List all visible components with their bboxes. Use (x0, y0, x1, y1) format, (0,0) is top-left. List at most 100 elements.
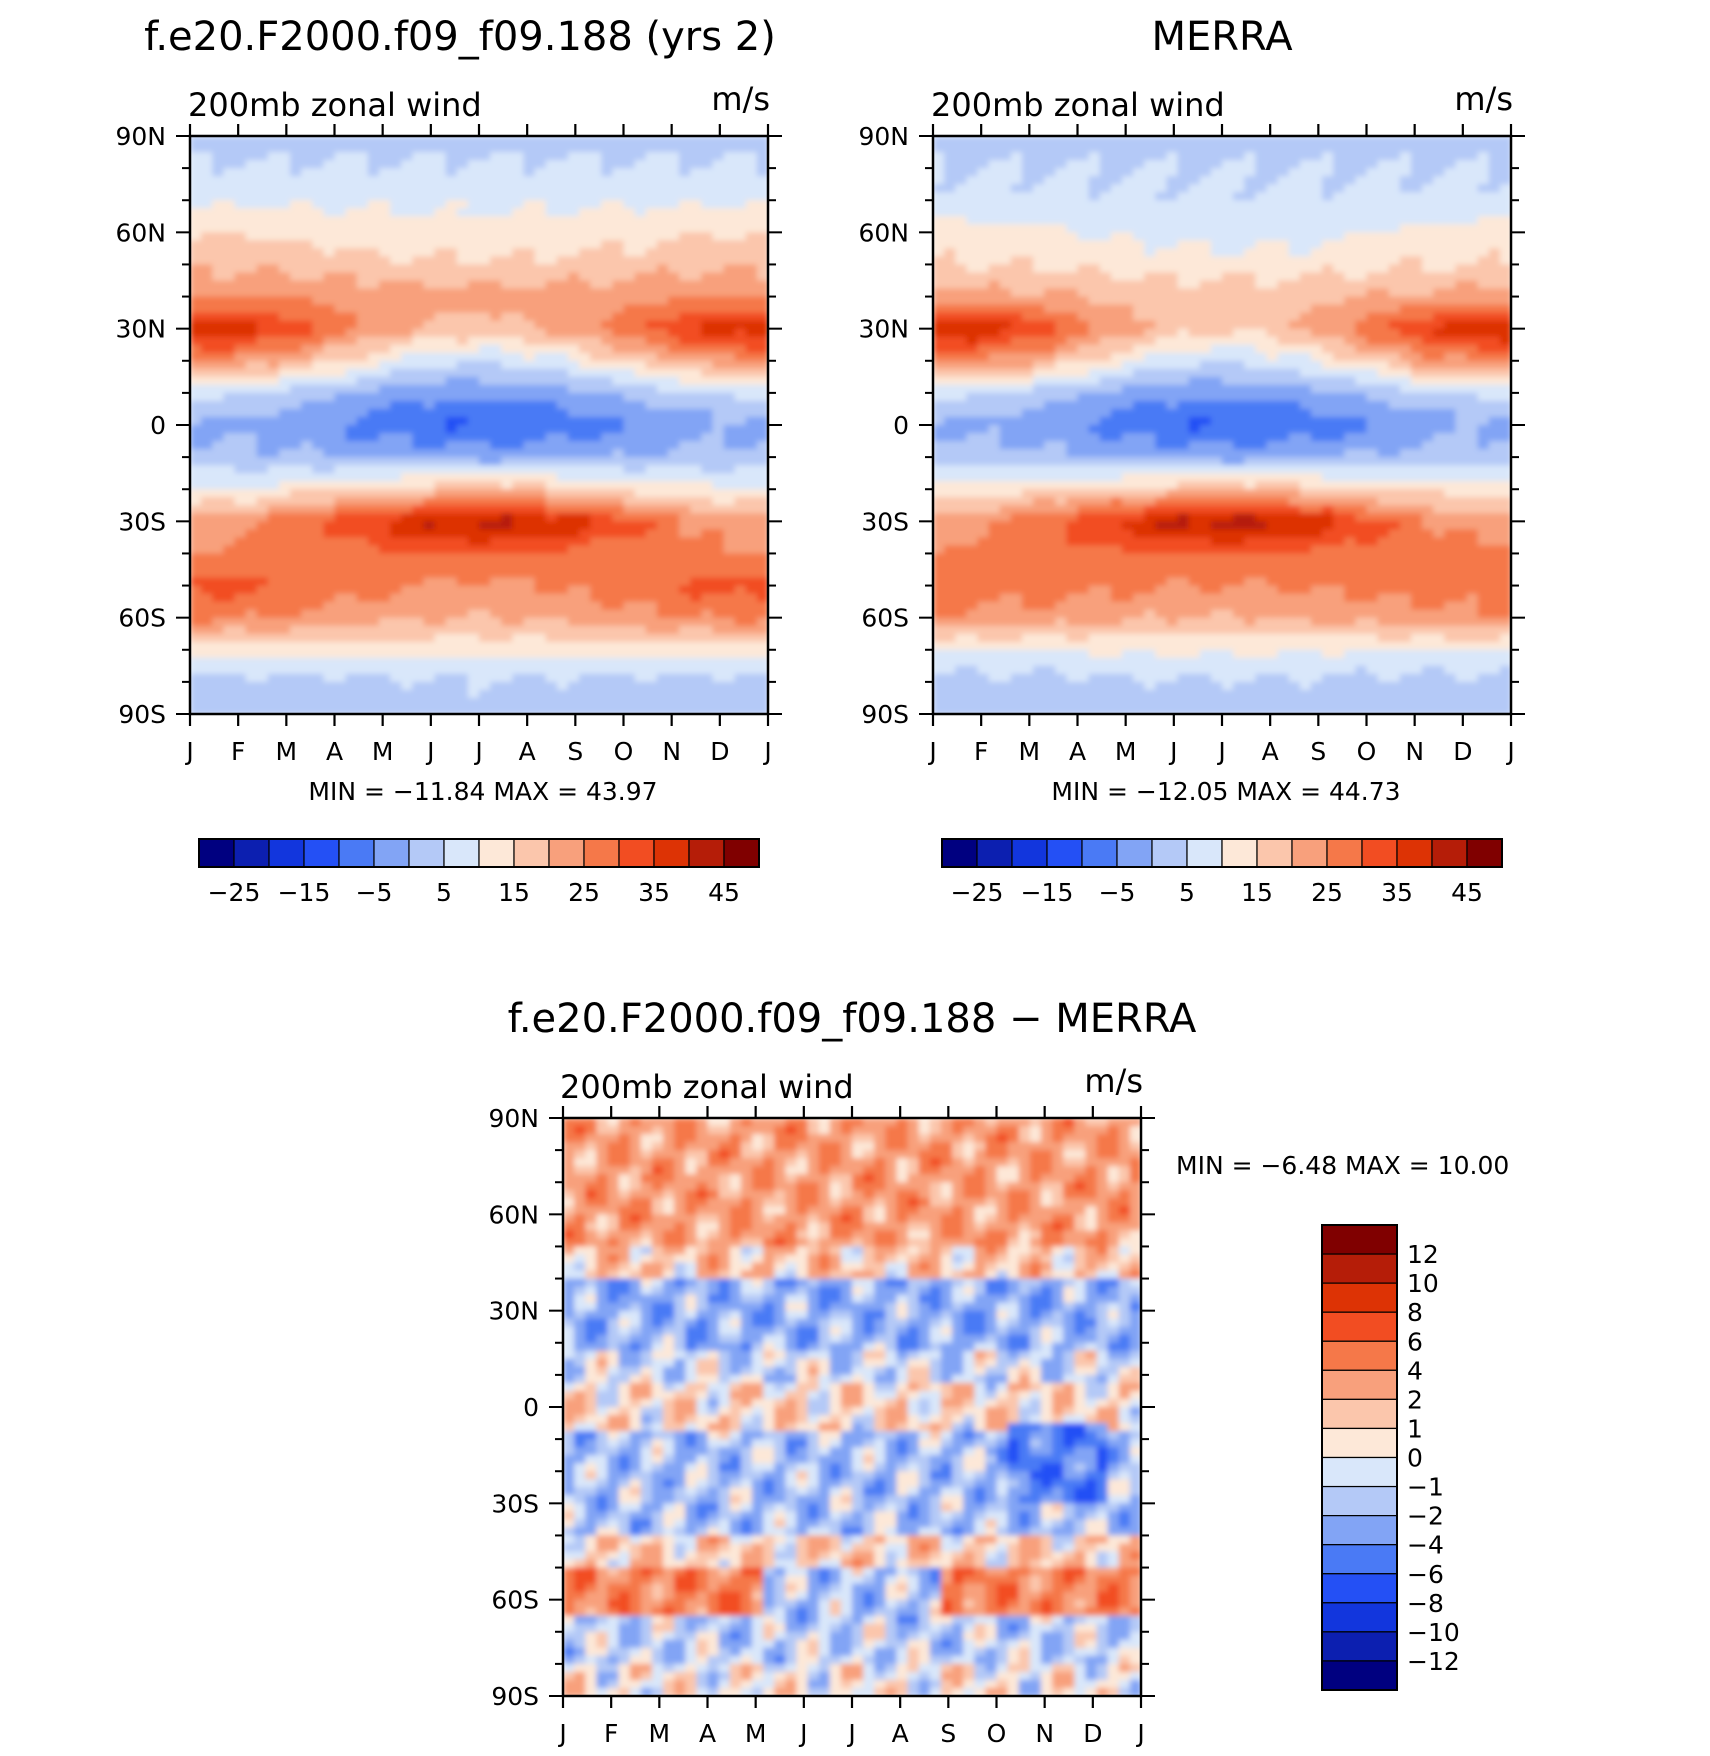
contour-cell (656, 633, 669, 643)
contour-cell (434, 569, 447, 579)
contour-cell (590, 481, 603, 491)
contour-cell (256, 569, 269, 579)
contour-cell (278, 176, 291, 185)
contour-cell (701, 248, 714, 258)
contour-cell (201, 280, 214, 290)
contour-cell (745, 553, 758, 563)
contour-cell (256, 617, 269, 627)
contour-cell (312, 392, 325, 402)
contour-cell (390, 160, 402, 169)
contour-cell (1144, 184, 1157, 193)
contour-field (190, 136, 768, 714)
contour-cell (190, 513, 202, 523)
contour-cell (201, 689, 214, 699)
contour-cell (434, 232, 447, 242)
contour-cell (667, 160, 680, 169)
contour-cell (512, 216, 525, 226)
contour-cell (667, 641, 680, 651)
contour-cell (234, 561, 247, 571)
contour-cell (734, 457, 747, 466)
contour-cell (434, 384, 447, 394)
contour-cell (456, 649, 469, 659)
contour-cell (323, 457, 336, 466)
contour-cell (290, 449, 302, 458)
contour-cell (412, 248, 425, 258)
contour-cell (512, 280, 525, 290)
contour-cell (1455, 224, 1468, 234)
contour-cell (523, 641, 536, 651)
contour-cell (423, 673, 436, 683)
contour-cell (933, 264, 945, 274)
contour-cell (1422, 152, 1434, 161)
contour-cell (601, 216, 614, 226)
contour-cell (290, 577, 302, 587)
contour-cell (1055, 184, 1068, 193)
contour-cell (234, 441, 247, 450)
contour-cell (512, 681, 525, 691)
contour-cell (745, 208, 758, 218)
contour-cell (334, 569, 347, 579)
contour-cell (190, 433, 202, 442)
contour-cell (290, 184, 302, 193)
contour-cell (445, 328, 458, 338)
contour-cell (734, 545, 747, 555)
contour-cell (545, 320, 558, 330)
contour-cell (512, 184, 525, 193)
contour-cell (734, 433, 747, 442)
contour-cell (445, 288, 458, 298)
contour-cell (501, 136, 514, 145)
contour-cell (456, 208, 469, 218)
contour-cell (1388, 144, 1401, 153)
contour-cell (1210, 216, 1223, 226)
contour-cell (734, 224, 747, 234)
contour-cell (356, 224, 369, 234)
contour-cell (201, 272, 214, 282)
contour-cell (745, 304, 758, 314)
contour-cell (734, 673, 747, 683)
contour-cell (634, 152, 647, 161)
contour-cell (1066, 144, 1079, 153)
contour-cell (456, 521, 469, 531)
contour-cell (667, 561, 680, 571)
contour-cell (701, 208, 714, 218)
contour-cell (1088, 232, 1101, 242)
contour-cell (212, 633, 225, 643)
contour-cell (667, 184, 680, 193)
contour-cell (245, 601, 258, 611)
contour-cell (1210, 264, 1223, 274)
contour-cell (1366, 264, 1379, 274)
contour-cell (423, 625, 436, 635)
contour-cell (190, 400, 202, 410)
contour-cell (667, 416, 680, 426)
contour-cell (1110, 152, 1123, 161)
contour-cell (367, 545, 380, 555)
contour-cell (467, 673, 480, 683)
contour-cell (445, 192, 458, 202)
contour-cell (612, 328, 625, 338)
contour-cell (1055, 296, 1068, 306)
contour-cell (656, 352, 669, 362)
contour-cell (378, 473, 391, 482)
contour-cell (679, 585, 691, 595)
contour-cell (223, 553, 236, 563)
contour-cell (612, 272, 625, 282)
contour-cell (212, 272, 225, 282)
contour-cell (534, 408, 547, 418)
contour-cell (690, 216, 703, 226)
contour-cell (223, 160, 236, 169)
contour-cell (256, 441, 269, 450)
contour-cell (401, 705, 414, 714)
contour-cell (467, 208, 480, 218)
contour-cell (290, 633, 302, 643)
contour-cell (367, 280, 380, 290)
contour-cell (590, 433, 603, 442)
contour-cell (1066, 272, 1079, 282)
contour-cell (734, 320, 747, 330)
contour-cell (1466, 264, 1479, 274)
contour-cell (1310, 136, 1323, 145)
contour-cell (1133, 216, 1145, 226)
contour-cell (1433, 200, 1446, 210)
contour-cell (212, 609, 225, 619)
contour-cell (534, 441, 547, 450)
contour-cell (656, 224, 669, 234)
